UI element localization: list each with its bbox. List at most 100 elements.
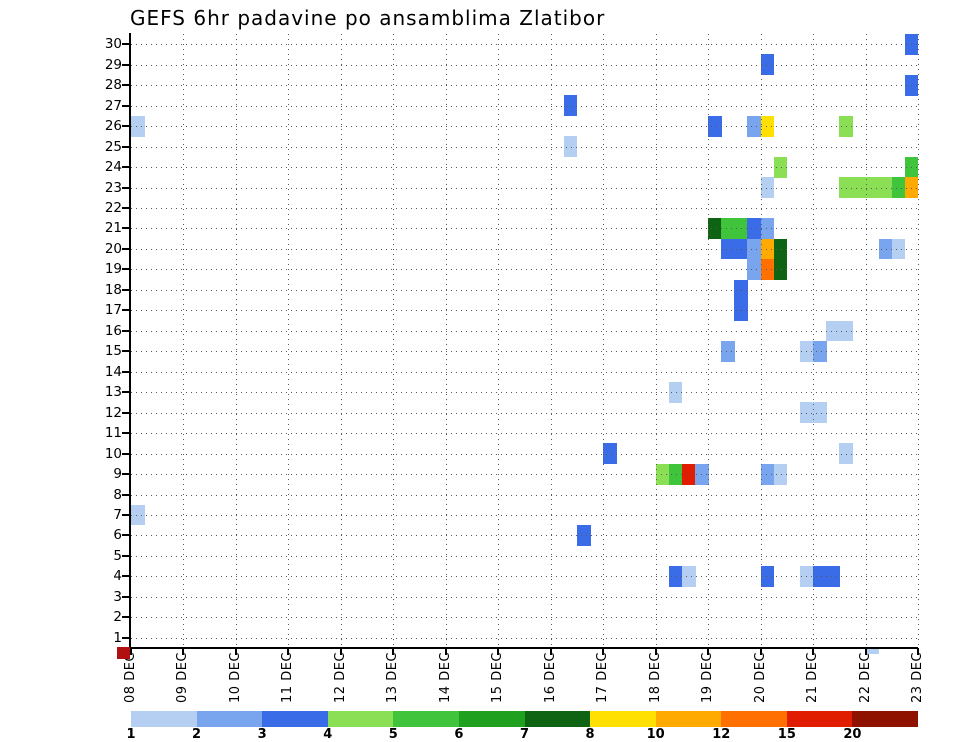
x-axis-tick <box>287 648 290 655</box>
legend-threshold-label: 6 <box>454 727 464 742</box>
grid-line-horizontal <box>131 207 918 209</box>
legend-threshold-label: 7 <box>519 727 530 742</box>
legend-threshold-label: 5 <box>388 727 398 742</box>
y-axis-tick <box>122 227 130 230</box>
grid-line-vertical <box>655 34 657 648</box>
grid-line-horizontal <box>131 351 918 353</box>
y-axis-tick <box>122 166 130 169</box>
grid-line-horizontal <box>131 330 918 332</box>
x-axis-label: 20 DEC <box>752 652 768 703</box>
legend-threshold-label: 8 <box>585 727 595 742</box>
y-axis-tick <box>122 616 130 619</box>
grid-line-horizontal <box>131 44 918 46</box>
y-axis-tick <box>122 391 130 394</box>
grid-line-horizontal <box>131 474 918 476</box>
x-axis-tick <box>497 648 500 655</box>
legend-threshold-label: 2 <box>192 727 202 742</box>
legend-color-segment <box>524 711 591 727</box>
y-axis-label: 17 <box>104 302 122 319</box>
legend-color-segment <box>327 711 394 727</box>
y-axis-label: 24 <box>104 159 122 176</box>
grid-line-horizontal <box>131 289 918 291</box>
x-axis-label: 14 DEC <box>437 652 453 703</box>
y-axis-tick <box>122 125 130 128</box>
y-axis-label: 16 <box>104 322 122 339</box>
grid-line-vertical <box>498 34 500 648</box>
chart-title: GEFS 6hr padavine po ansamblima Zlatibor <box>130 6 606 30</box>
y-axis-label: 13 <box>104 384 122 401</box>
y-axis-label: 12 <box>104 404 122 421</box>
x-axis-label: 18 DEC <box>647 652 663 703</box>
grid-line-vertical <box>760 34 762 648</box>
legend-threshold-label: 12 <box>712 727 731 742</box>
grid-line-vertical <box>708 34 710 648</box>
x-axis-label: 15 DEC <box>490 652 506 703</box>
x-axis-tick <box>182 648 185 655</box>
grid-line-vertical <box>393 34 395 648</box>
y-axis-tick <box>122 186 130 189</box>
y-axis-label: 26 <box>104 118 122 135</box>
y-axis-label: 10 <box>104 445 122 462</box>
y-axis-tick <box>122 104 130 107</box>
x-axis-label: 17 DEC <box>595 652 611 703</box>
y-axis-tick <box>122 473 130 476</box>
x-axis-label: 19 DEC <box>700 652 716 703</box>
y-axis-label: 14 <box>104 363 122 380</box>
grid-line-horizontal <box>131 433 918 435</box>
y-axis-label: 15 <box>104 343 122 360</box>
y-axis-tick <box>122 43 130 46</box>
x-axis-label: 08 DEC <box>123 652 138 703</box>
x-axis-tick <box>549 648 552 655</box>
x-axis-tick <box>812 648 815 655</box>
origin-mark <box>117 647 130 659</box>
below-axis-partial-cell <box>865 649 879 654</box>
grid-line-vertical <box>235 34 237 648</box>
x-axis-tick <box>917 648 919 655</box>
x-axis-label: 23 DEC <box>910 652 925 703</box>
y-axis-tick <box>122 329 130 332</box>
y-axis-tick <box>122 493 130 496</box>
y-axis-tick <box>122 534 130 537</box>
legend-color-segment <box>590 711 657 727</box>
legend-color-segment <box>131 711 198 727</box>
y-axis-line <box>129 33 131 649</box>
y-axis-tick <box>122 452 130 455</box>
grid-line-horizontal <box>131 535 918 537</box>
y-axis-tick <box>122 432 130 435</box>
y-axis-label: 6 <box>113 527 122 544</box>
x-axis-tick <box>339 648 342 655</box>
legend-threshold-label: 4 <box>323 727 333 742</box>
grid-line-horizontal <box>131 105 918 107</box>
legend-color-segment <box>262 711 329 727</box>
legend-threshold-label: 10 <box>646 727 665 742</box>
y-axis-tick <box>122 575 130 578</box>
grid-line-horizontal <box>131 146 918 148</box>
legend-threshold-label: 15 <box>777 727 796 742</box>
y-axis-label: 4 <box>113 568 122 585</box>
grid-line-horizontal <box>131 617 918 619</box>
y-axis-label: 9 <box>113 466 122 483</box>
legend-threshold-label: 3 <box>257 727 267 742</box>
y-axis-tick <box>122 63 130 66</box>
y-axis-tick <box>122 84 130 87</box>
grid-line-vertical <box>340 34 342 648</box>
x-axis-tick <box>707 648 710 655</box>
legend-color-segment <box>196 711 263 727</box>
grid-line-horizontal <box>131 371 918 373</box>
y-axis-label: 1 <box>113 629 122 646</box>
legend-color-segment <box>458 711 525 727</box>
legend-threshold-label: 20 <box>843 727 862 742</box>
grid-line-horizontal <box>131 126 918 128</box>
x-axis-line <box>129 647 918 649</box>
y-axis-tick <box>122 206 130 209</box>
grid-line-horizontal <box>131 637 918 639</box>
grid-line-horizontal <box>131 596 918 598</box>
grid-line-horizontal <box>131 392 918 394</box>
legend-color-segment <box>852 711 919 727</box>
x-axis-tick <box>444 648 447 655</box>
y-axis-label: 2 <box>113 609 122 626</box>
grid-line-horizontal <box>131 269 918 271</box>
legend-color-segment <box>655 711 722 727</box>
grid-line-horizontal <box>131 555 918 557</box>
